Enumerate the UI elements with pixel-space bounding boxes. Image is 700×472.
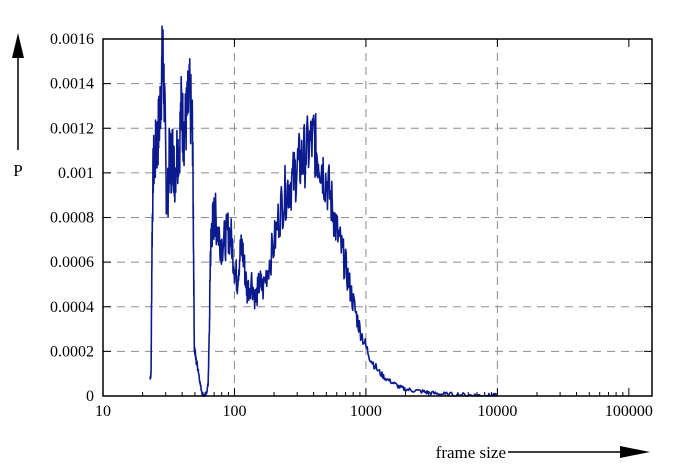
y-tick-label: 0.001 xyxy=(58,165,94,182)
y-axis-arrow xyxy=(12,33,24,150)
plot-frame xyxy=(102,38,653,397)
x-tick-label: 10000 xyxy=(477,403,517,420)
y-tick-label: 0.0004 xyxy=(50,299,94,316)
data-series xyxy=(149,25,499,397)
x-tick-label: 100000 xyxy=(605,403,653,420)
gridlines xyxy=(103,39,652,396)
y-tick-label: 0.0016 xyxy=(50,31,94,48)
x-tick-label: 10 xyxy=(95,403,111,420)
y-tick-label: 0.0014 xyxy=(50,76,94,93)
x-tick-labels: 10 100 1000 10000 100000 xyxy=(95,403,653,420)
x-axis-title: frame size xyxy=(436,443,506,462)
y-tick-label: 0.0012 xyxy=(50,120,94,137)
y-axis-title: P xyxy=(13,161,22,180)
x-tick-label: 1000 xyxy=(350,403,382,420)
y-tick-label: 0.0008 xyxy=(50,210,94,227)
y-tick-label: 0.0006 xyxy=(50,254,94,271)
y-tick-labels: 0 0.0002 0.0004 0.0006 0.0008 0.001 0.0012 0.00… xyxy=(50,31,94,405)
x-tick-label: 100 xyxy=(222,403,246,420)
x-axis-arrow xyxy=(508,446,650,458)
y-tick-label: 0.0002 xyxy=(50,343,94,360)
y-tick-label: 0 xyxy=(86,388,94,405)
series-line xyxy=(149,25,499,397)
